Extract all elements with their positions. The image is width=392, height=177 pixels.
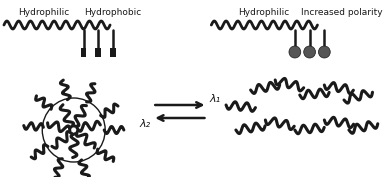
Text: λ₁: λ₁ bbox=[209, 94, 220, 104]
Circle shape bbox=[318, 46, 330, 58]
Text: Hydrophilic: Hydrophilic bbox=[18, 8, 70, 17]
Circle shape bbox=[289, 46, 301, 58]
FancyBboxPatch shape bbox=[110, 48, 116, 57]
FancyBboxPatch shape bbox=[95, 48, 101, 57]
Text: Hydrophilic: Hydrophilic bbox=[238, 8, 289, 17]
Text: Increased polarity: Increased polarity bbox=[301, 8, 383, 17]
Text: λ₂: λ₂ bbox=[139, 119, 151, 129]
Text: Hydrophobic: Hydrophobic bbox=[84, 8, 142, 17]
Circle shape bbox=[304, 46, 316, 58]
FancyBboxPatch shape bbox=[81, 48, 87, 57]
